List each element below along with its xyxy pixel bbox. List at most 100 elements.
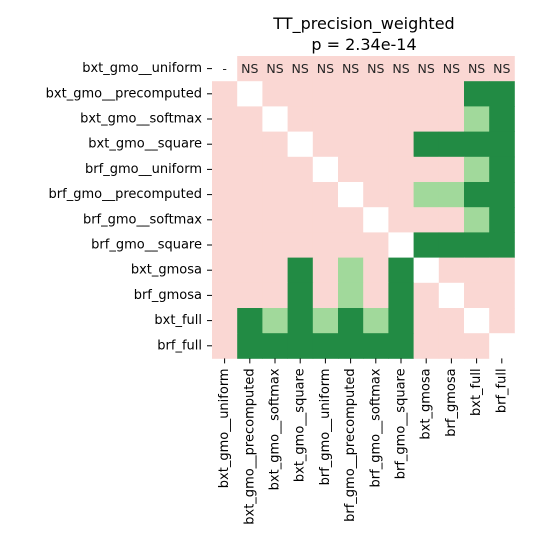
heatmap-cell-r5-c3 bbox=[288, 182, 314, 208]
column-label: bxt_gmo__softmax bbox=[268, 368, 283, 490]
heatmap-cell-r11-c11 bbox=[489, 333, 515, 359]
heatmap-cell-r8-c7 bbox=[388, 258, 414, 284]
heatmap-cell-r9-c2 bbox=[262, 283, 288, 309]
heatmap-cell-r3-c7 bbox=[388, 132, 414, 158]
row-label: bxt_gmo__square bbox=[88, 137, 202, 152]
heatmap-cell-r7-c1 bbox=[237, 232, 263, 258]
cell-annotations: - NS NS NS NS NS NS NS NS NS NS NS bbox=[222, 61, 510, 76]
heatmap-cell-r8-c8 bbox=[414, 258, 440, 284]
cell-annotation: NS bbox=[266, 61, 283, 76]
heatmap-cell-r8-c1 bbox=[237, 258, 263, 284]
heatmap-cell-r4-c3 bbox=[288, 157, 314, 183]
heatmap-cell-r2-c2 bbox=[262, 106, 288, 132]
heatmap-cell-r2-c4 bbox=[313, 106, 339, 132]
heatmap-cell-r8-c11 bbox=[489, 258, 515, 284]
heatmap-cell-r6-c8 bbox=[414, 207, 440, 233]
heatmap-cell-r11-c5 bbox=[338, 333, 364, 359]
heatmap-cell-r2-c8 bbox=[414, 106, 440, 132]
heatmap-cell-r9-c10 bbox=[464, 283, 490, 309]
heatmap-cell-r11-c0 bbox=[212, 333, 238, 359]
heatmap-cell-r4-c8 bbox=[414, 157, 440, 183]
column-label: bxt_gmo__square bbox=[293, 368, 308, 482]
cell-annotation: NS bbox=[367, 61, 384, 76]
heatmap-cell-r6-c0 bbox=[212, 207, 238, 233]
chart-subtitle: p = 2.34e-14 bbox=[311, 35, 416, 54]
column-label: bxt_gmosa bbox=[419, 368, 434, 439]
heatmap-cell-r11-c7 bbox=[388, 333, 414, 359]
heatmap-cell-r10-c10 bbox=[464, 308, 490, 334]
heatmap-cell-r10-c9 bbox=[439, 308, 465, 334]
heatmap-cell-r2-c1 bbox=[237, 106, 263, 132]
heatmap-cell-r6-c10 bbox=[464, 207, 490, 233]
heatmap-cell-r10-c7 bbox=[388, 308, 414, 334]
heatmap-cell-r8-c10 bbox=[464, 258, 490, 284]
heatmap-cell-r6-c7 bbox=[388, 207, 414, 233]
heatmap-cell-r6-c1 bbox=[237, 207, 263, 233]
heatmap-cell-r2-c10 bbox=[464, 106, 490, 132]
heatmap-cell-r3-c0 bbox=[212, 132, 238, 158]
heatmap-cell-r11-c4 bbox=[313, 333, 339, 359]
row-label: bxt_gmo__uniform bbox=[82, 61, 202, 76]
heatmap-cell-r7-c10 bbox=[464, 232, 490, 258]
heatmap-cell-r11-c1 bbox=[237, 333, 263, 359]
heatmap-cell-r7-c9 bbox=[439, 232, 465, 258]
heatmap-cell-r5-c8 bbox=[414, 182, 440, 208]
heatmap-cell-r8-c2 bbox=[262, 258, 288, 284]
cell-annotation: NS bbox=[468, 61, 485, 76]
heatmap-cell-r7-c11 bbox=[489, 232, 515, 258]
row-label: bxt_gmo__softmax bbox=[80, 112, 202, 127]
row-labels: bxt_gmo__uniformbxt_gmo__precomputedbxt_… bbox=[46, 61, 212, 353]
heatmap-cell-r6-c5 bbox=[338, 207, 364, 233]
heatmap-cell-r1-c7 bbox=[388, 81, 414, 107]
heatmap-cell-r4-c11 bbox=[489, 157, 515, 183]
heatmap-cell-r7-c8 bbox=[414, 232, 440, 258]
heatmap-cell-r3-c6 bbox=[363, 132, 389, 158]
heatmap-cell-r7-c7 bbox=[388, 232, 414, 258]
heatmap-cell-r5-c1 bbox=[237, 182, 263, 208]
heatmap-cell-r5-c9 bbox=[439, 182, 465, 208]
heatmap-cell-r1-c10 bbox=[464, 81, 490, 107]
column-label: bxt_gmo__uniform bbox=[217, 368, 232, 488]
heatmap-cell-r9-c9 bbox=[439, 283, 465, 309]
heatmap-cell-r3-c8 bbox=[414, 132, 440, 158]
column-label: brf_gmosa bbox=[444, 368, 459, 436]
cell-annotation: NS bbox=[241, 61, 258, 76]
column-label: brf_full bbox=[494, 368, 509, 413]
heatmap-cell-r2-c11 bbox=[489, 106, 515, 132]
heatmap-cell-r3-c9 bbox=[439, 132, 465, 158]
row-label: brf_gmo__precomputed bbox=[49, 187, 202, 202]
heatmap-cell-r5-c4 bbox=[313, 182, 339, 208]
cell-annotation: NS bbox=[493, 61, 510, 76]
cell-annotation: NS bbox=[317, 61, 334, 76]
heatmap-cell-r11-c6 bbox=[363, 333, 389, 359]
heatmap-cell-r1-c0 bbox=[212, 81, 238, 107]
heatmap-cell-r8-c5 bbox=[338, 258, 364, 284]
heatmap-cell-r11-c3 bbox=[288, 333, 314, 359]
heatmap-cell-r8-c6 bbox=[363, 258, 389, 284]
heatmap-cell-r4-c4 bbox=[313, 157, 339, 183]
row-label: brf_gmo__square bbox=[91, 238, 202, 253]
heatmap-cell-r6-c3 bbox=[288, 207, 314, 233]
heatmap-cell-r7-c2 bbox=[262, 232, 288, 258]
heatmap-cells bbox=[212, 56, 515, 359]
chart-title: TT_precision_weighted bbox=[272, 14, 454, 34]
heatmap-cell-r1-c1 bbox=[237, 81, 263, 107]
column-label: brf_gmo__square bbox=[394, 368, 409, 479]
heatmap-cell-r1-c11 bbox=[489, 81, 515, 107]
heatmap-cell-r7-c6 bbox=[363, 232, 389, 258]
heatmap-cell-r5-c6 bbox=[363, 182, 389, 208]
heatmap-cell-r10-c5 bbox=[338, 308, 364, 334]
heatmap-cell-r9-c3 bbox=[288, 283, 314, 309]
heatmap-cell-r2-c6 bbox=[363, 106, 389, 132]
cell-annotation: NS bbox=[392, 61, 409, 76]
heatmap-cell-r10-c3 bbox=[288, 308, 314, 334]
heatmap-cell-r2-c5 bbox=[338, 106, 364, 132]
cell-annotation: NS bbox=[342, 61, 359, 76]
heatmap-cell-r5-c11 bbox=[489, 182, 515, 208]
cell-annotation: - bbox=[222, 61, 227, 76]
heatmap-cell-r1-c9 bbox=[439, 81, 465, 107]
heatmap-cell-r7-c5 bbox=[338, 232, 364, 258]
heatmap-cell-r3-c1 bbox=[237, 132, 263, 158]
column-label: bxt_full bbox=[469, 368, 484, 416]
